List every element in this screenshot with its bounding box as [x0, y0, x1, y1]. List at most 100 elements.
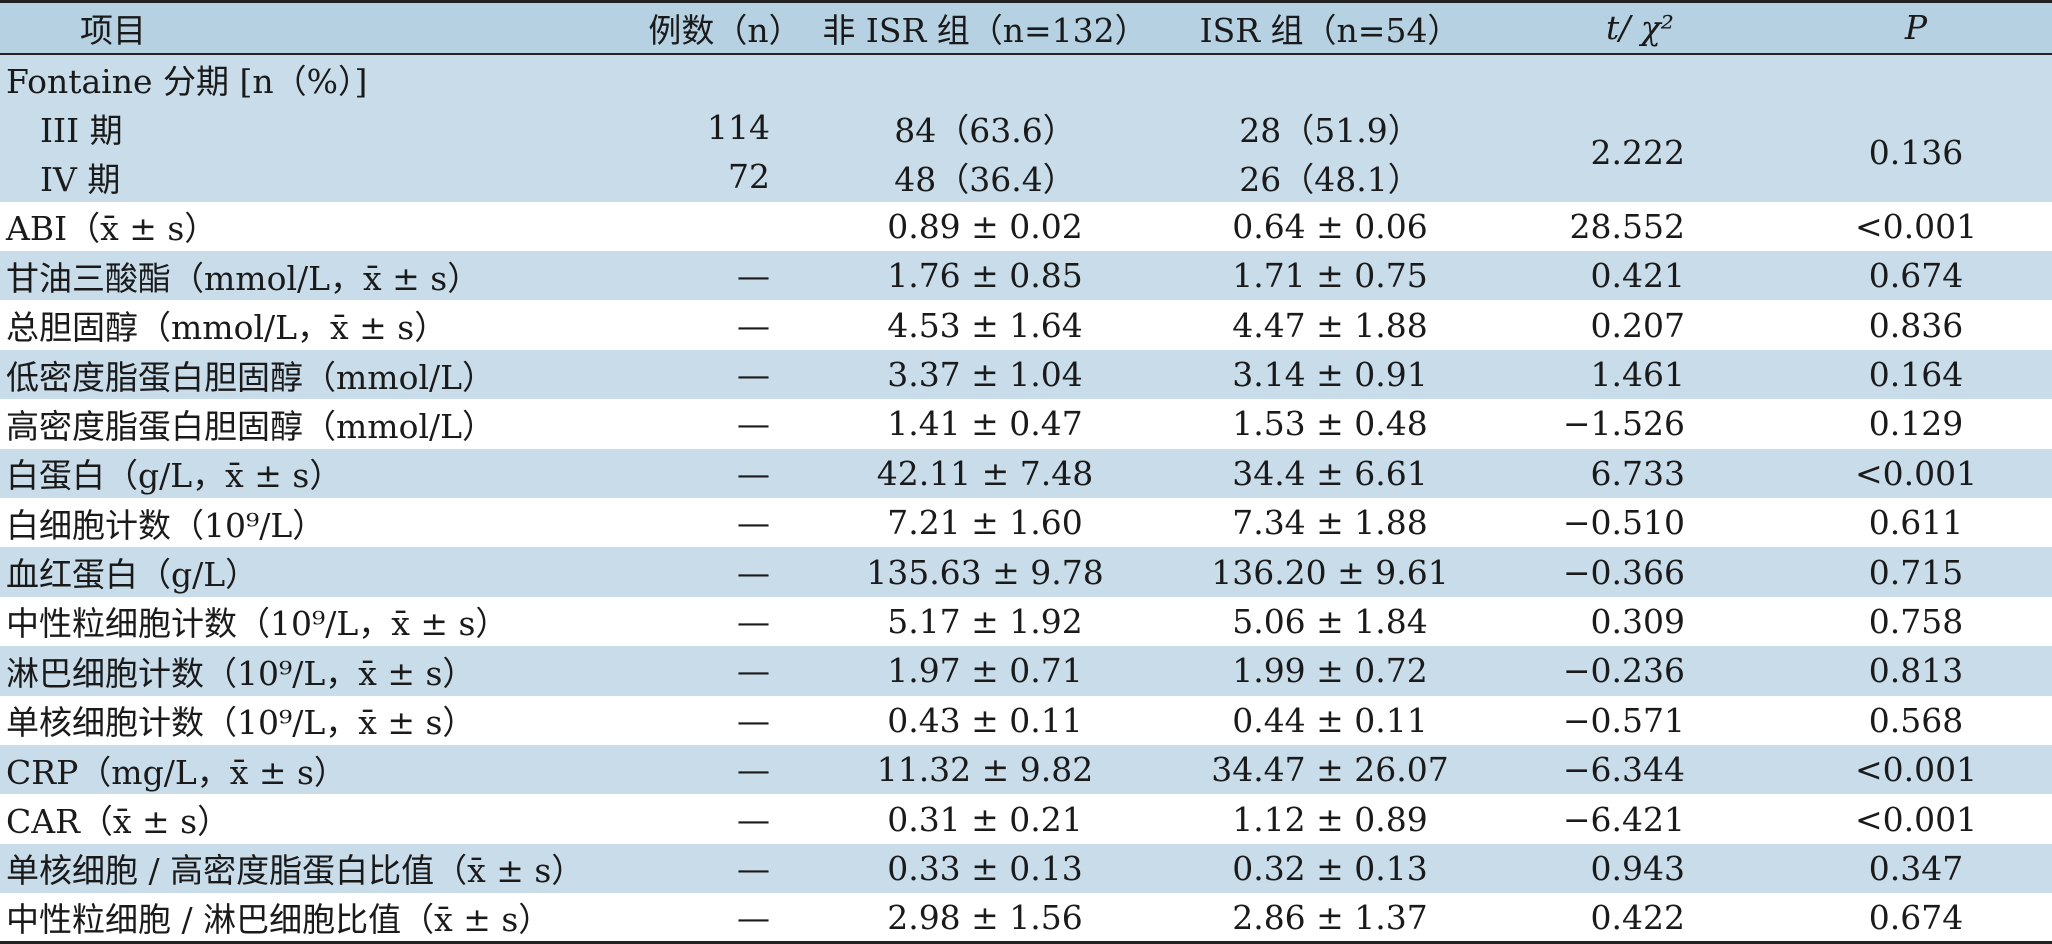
- row-non-isr: 0.43 ± 0.11: [887, 700, 1083, 740]
- row-non-isr: 1.76 ± 0.85: [887, 256, 1083, 296]
- row-non-isr: 11.32 ± 9.82: [876, 750, 1094, 790]
- header-non-isr: 非 ISR 组（n=132）: [810, 0, 1160, 55]
- row-isr: 1.53 ± 0.48: [1232, 404, 1428, 444]
- fontaine-title-row: Fontaine 分期 [n（%）]: [0, 53, 2052, 103]
- row-statistic: 0.422: [1500, 893, 1780, 944]
- row-p-value: 0.611: [1868, 503, 1964, 543]
- row-label: 单核细胞计数（10⁹/L，x̄ ± s）: [6, 703, 476, 743]
- row-non-isr: 42.11 ± 7.48: [876, 453, 1094, 493]
- row-isr: 5.06 ± 1.84: [1232, 601, 1428, 641]
- header-row: 项目 例数（n） 非 ISR 组（n=132） ISR 组（n=54） t/ χ…: [0, 0, 2052, 55]
- table-row: ABI（x̄ ± s） 0.89 ± 0.02 0.64 ± 0.06 28.552 <…: [0, 201, 2052, 252]
- row-statistic: 6.733: [1590, 453, 1685, 493]
- stage3-count: 114: [707, 108, 770, 148]
- row-count: —: [737, 355, 770, 395]
- row-statistic: −0.366: [1562, 552, 1685, 592]
- row-p-value: 0.347: [1868, 848, 1964, 888]
- table-row: 低密度脂蛋白胆固醇（mmol/L） — 3.37 ± 1.04 3.14 ± 0.91…: [0, 349, 2052, 400]
- row-non-isr: 4.53 ± 1.64: [887, 305, 1083, 345]
- row-p-value: 0.674: [1780, 893, 2052, 944]
- row-label: 单核细胞 / 高密度脂蛋白比值（x̄ ± s）: [6, 851, 585, 891]
- row-non-isr: 3.37 ± 1.04: [887, 355, 1083, 395]
- row-label: 中性粒细胞计数（10⁹/L，x̄ ± s）: [6, 604, 509, 644]
- row-isr: 1.99 ± 0.72: [1232, 651, 1428, 691]
- row-statistic: −0.236: [1562, 651, 1685, 691]
- row-count: —: [737, 799, 770, 839]
- row-isr: 34.47 ± 26.07: [1211, 750, 1449, 790]
- row-label: CAR（x̄ ± s）: [6, 802, 231, 842]
- row-statistic: −6.421: [1562, 799, 1685, 839]
- row-p-value: 0.129: [1868, 404, 1964, 444]
- fontaine-stage3-row: III 期 114 84（63.6） 28（51.9） 2.222 0.136: [0, 102, 2052, 172]
- row-statistic: 28.552: [1569, 206, 1685, 246]
- table-row: 中性粒细胞 / 淋巴细胞比值（x̄ ± s） —2.98 ± 1.56 2.86 ±…: [0, 893, 2052, 944]
- row-isr: 0.32 ± 0.13: [1232, 848, 1428, 888]
- stage4-isr: 26（48.1）: [1239, 159, 1421, 199]
- row-p-value: 0.674: [1868, 256, 1964, 296]
- row-label: 血红蛋白（g/L）: [6, 555, 259, 595]
- row-count: —: [737, 552, 770, 592]
- row-label: 白蛋白（g/L，x̄ ± s）: [6, 456, 343, 496]
- row-p-value: 0.758: [1868, 601, 1964, 641]
- row-non-isr: 5.17 ± 1.92: [887, 601, 1083, 641]
- table-row: 淋巴细胞计数（10⁹/L，x̄ ± s） — 1.97 ± 0.71 1.99 ± 0…: [0, 646, 2052, 696]
- row-isr: 1.71 ± 0.75: [1232, 256, 1428, 296]
- row-p-value: <0.001: [1854, 750, 1978, 790]
- row-label: CRP（mg/L，x̄ ± s）: [6, 752, 347, 792]
- header-isr: ISR 组（n=54）: [1160, 0, 1500, 55]
- row-p-value: 0.813: [1868, 651, 1964, 691]
- table-row: CAR（x̄ ± s） — 0.31 ± 0.21 1.12 ± 0.89 −6.421…: [0, 794, 2052, 844]
- fontaine-p-value: 0.136: [1868, 132, 1964, 172]
- row-isr: 1.12 ± 0.89: [1232, 799, 1428, 839]
- row-label: 中性粒细胞 / 淋巴细胞比值（x̄ ± s）: [0, 893, 640, 944]
- table-row: 甘油三酸酯（mmol/L，x̄ ± s） — 1.76 ± 0.85 1.71 ± 0…: [0, 251, 2052, 301]
- row-statistic: 0.421: [1590, 256, 1685, 296]
- table-row: CRP（mg/L，x̄ ± s） — 11.32 ± 9.82 34.47 ± 26.…: [0, 744, 2052, 795]
- table-row: 总胆固醇（mmol/L，x̄ ± s） — 4.53 ± 1.64 4.47 ± 1.…: [0, 300, 2052, 350]
- stage3-non-isr: 84（63.6）: [894, 110, 1076, 150]
- row-statistic: −1.526: [1562, 404, 1685, 444]
- header-count: 例数（n）: [640, 0, 810, 55]
- row-statistic: −0.571: [1562, 700, 1685, 740]
- row-count: —: [737, 651, 770, 691]
- row-count: —: [737, 256, 770, 296]
- row-label: 低密度脂蛋白胆固醇（mmol/L）: [6, 357, 496, 397]
- row-isr: 0.64 ± 0.06: [1232, 206, 1428, 246]
- row-isr: 7.34 ± 1.88: [1232, 503, 1428, 543]
- header-item: 项目: [0, 0, 640, 55]
- row-non-isr: 7.21 ± 1.60: [887, 503, 1083, 543]
- fontaine-statistic: 2.222: [1590, 132, 1685, 172]
- row-p-value: <0.001: [1854, 206, 1978, 246]
- table-body: Fontaine 分期 [n（%）] III 期 114 84（63.6） 28…: [0, 53, 2052, 944]
- stage3-isr: 28（51.9）: [1239, 110, 1421, 150]
- row-count: —: [737, 601, 770, 641]
- row-label: 总胆固醇（mmol/L，x̄ ± s）: [6, 308, 448, 348]
- row-statistic: 1.461: [1590, 355, 1685, 395]
- row-p-value: 0.715: [1868, 552, 1964, 592]
- row-count: —: [737, 700, 770, 740]
- stage4-non-isr: 48（36.4）: [894, 159, 1076, 199]
- row-count: —: [737, 404, 770, 444]
- row-non-isr: 0.89 ± 0.02: [887, 206, 1083, 246]
- table-row: 单核细胞 / 高密度脂蛋白比值（x̄ ± s） — 0.33 ± 0.13 0.32 …: [0, 843, 2052, 894]
- row-isr: 0.44 ± 0.11: [1232, 700, 1428, 740]
- row-statistic: 0.309: [1590, 601, 1685, 641]
- row-label: 高密度脂蛋白胆固醇（mmol/L）: [6, 406, 496, 446]
- table-row: 血红蛋白（g/L） — 135.63 ± 9.78 136.20 ± 9.61 −0.3…: [0, 547, 2052, 597]
- table-row: 高密度脂蛋白胆固醇（mmol/L） — 1.41 ± 0.47 1.53 ± 0.48…: [0, 399, 2052, 449]
- row-non-isr: 0.33 ± 0.13: [887, 848, 1083, 888]
- row-label: 甘油三酸酯（mmol/L，x̄ ± s）: [6, 258, 481, 298]
- table-row: 单核细胞计数（10⁹/L，x̄ ± s） — 0.43 ± 0.11 0.44 ± 0…: [0, 695, 2052, 745]
- header-p-value: P: [1780, 0, 2052, 55]
- row-non-isr: 2.98 ± 1.56: [810, 893, 1160, 944]
- row-p-value: <0.001: [1854, 453, 1978, 493]
- row-label: 淋巴细胞计数（10⁹/L，x̄ ± s）: [6, 653, 476, 693]
- row-isr: 2.86 ± 1.37: [1160, 893, 1500, 944]
- row-count: [640, 202, 810, 251]
- row-p-value: 0.568: [1868, 700, 1964, 740]
- row-p-value: 0.164: [1868, 355, 1964, 395]
- row-isr: 3.14 ± 0.91: [1232, 355, 1428, 395]
- row-count: —: [737, 750, 770, 790]
